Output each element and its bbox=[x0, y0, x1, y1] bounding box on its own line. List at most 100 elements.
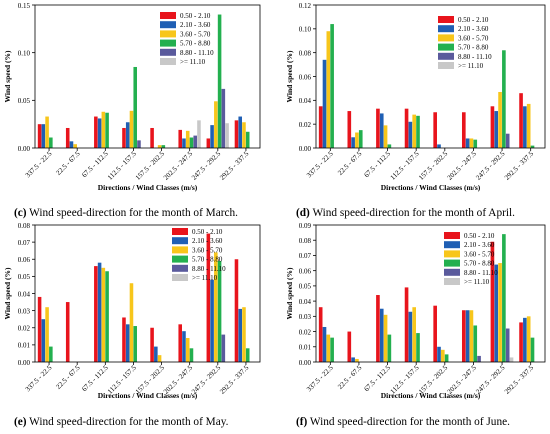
legend-swatch-f-4 bbox=[444, 268, 460, 276]
bar-d-s0-c7 bbox=[519, 93, 523, 148]
legend-label-e-0: 0.50 - 2.10 bbox=[192, 228, 223, 236]
legend-swatch-d-1 bbox=[438, 25, 454, 33]
legend-f: 0.50 - 2.102.10 - 3.603.60 - 5.70 5.70 - … bbox=[444, 232, 498, 286]
caption-d: (d) Wind speed-direction for the month o… bbox=[296, 207, 515, 219]
bar-e-s2-c2 bbox=[101, 267, 106, 362]
ytick-label-c-2: 0.10 bbox=[18, 49, 31, 57]
bar-f-s1-c6 bbox=[494, 264, 499, 362]
ytick-label-e-4: 0.04 bbox=[18, 290, 31, 298]
bar-d-s0-c1 bbox=[347, 111, 352, 148]
bar-c-s3-c3 bbox=[133, 66, 137, 148]
bar-c-s2-c7 bbox=[242, 122, 246, 148]
ytick-label-e-5: 0.05 bbox=[18, 273, 31, 281]
bar-f-s0-c1 bbox=[347, 331, 352, 362]
ytick-label-e-0: 0.00 bbox=[18, 359, 31, 367]
bar-f-s4-c6 bbox=[505, 328, 510, 362]
bar-e-s1-c6 bbox=[210, 279, 214, 362]
bar-e-s0-c6 bbox=[206, 233, 211, 362]
bar-f-s1-c2 bbox=[379, 308, 384, 362]
legend-swatch-f-5 bbox=[444, 278, 460, 285]
legend-swatch-e-3 bbox=[172, 255, 188, 263]
legend-e: 0.50 - 2.102.10 - 3.603.60 - 5.70 5.70 - … bbox=[172, 228, 226, 282]
bar-c-s0-c4 bbox=[150, 127, 154, 148]
bar-f-s2-c3 bbox=[412, 307, 416, 362]
bar-c-s0-c6 bbox=[206, 138, 211, 148]
ytick-label-f-8: 0.08 bbox=[299, 237, 312, 245]
bar-e-s1-c3 bbox=[125, 324, 130, 362]
bar-c-s3-c2 bbox=[105, 112, 109, 148]
bar-e-s0-c0 bbox=[37, 296, 42, 362]
bar-c-s3-c5 bbox=[189, 137, 194, 148]
bar-e-s2-c6 bbox=[214, 252, 218, 362]
caption-d-text: Wind speed-direction for the month of Ap… bbox=[312, 207, 515, 219]
bar-f-s3-c4 bbox=[444, 354, 449, 362]
ytick-label-f-9: 0.09 bbox=[299, 222, 312, 230]
legend-label-f-0: 0.50 - 2.10 bbox=[464, 232, 495, 240]
bar-d-s1-c5 bbox=[465, 138, 470, 148]
legend-swatch-d-0 bbox=[438, 16, 454, 23]
legend-swatch-d-5 bbox=[438, 62, 454, 69]
bar-f-s3-c5 bbox=[473, 325, 478, 362]
bar-f-s1-c3 bbox=[408, 311, 413, 362]
xtick-label-d-7: 292.5 - 337.5 bbox=[503, 149, 535, 181]
bar-c-s5-c6 bbox=[225, 123, 229, 148]
bar-e-s3-c6 bbox=[217, 260, 222, 362]
legend-label-f-4: 8.80 - 11.10 bbox=[464, 269, 498, 277]
bar-f-s1-c5 bbox=[465, 310, 470, 362]
legend-label-e-5: >= 11.10 bbox=[192, 274, 218, 282]
bar-c-s2-c1 bbox=[73, 144, 77, 148]
bar-f-s4-c5 bbox=[477, 355, 481, 362]
ylabel-d: Wind speed (%) bbox=[285, 50, 294, 102]
bar-f-s5-c6 bbox=[509, 357, 514, 362]
bar-d-s2-c3 bbox=[412, 114, 416, 148]
legend-label-c-3: 5.70 - 8.80 bbox=[180, 40, 211, 48]
ytick-label-d-1: 0.02 bbox=[299, 121, 312, 129]
bar-d-s3-c1 bbox=[358, 130, 363, 149]
bar-c-s5-c5 bbox=[197, 120, 201, 148]
legend-swatch-c-3 bbox=[160, 39, 176, 47]
xtick-label-e-2: 67.5 - 112.5 bbox=[80, 363, 110, 393]
bar-f-s3-c2 bbox=[387, 334, 392, 362]
xtick-label-f-2: 67.5 - 112.5 bbox=[363, 363, 393, 393]
bar-c-s1-c3 bbox=[125, 122, 130, 148]
caption-f-text: Wind speed-direction for the month of Ju… bbox=[309, 416, 510, 428]
legend-label-d-1: 2.10 - 3.60 bbox=[458, 25, 489, 33]
legend-label-d-0: 0.50 - 2.10 bbox=[458, 16, 489, 24]
bar-e-s0-c2 bbox=[94, 266, 98, 362]
ytick-label-d-5: 0.10 bbox=[299, 26, 312, 34]
bar-d-s2-c6 bbox=[498, 91, 502, 148]
legend-label-f-3: 5.70 - 8.80 bbox=[464, 260, 495, 268]
bar-c-s0-c7 bbox=[234, 120, 239, 148]
legend-swatch-c-5 bbox=[160, 58, 176, 65]
bar-d-s3-c5 bbox=[473, 139, 478, 148]
bar-d-s3-c6 bbox=[502, 50, 506, 148]
legend-swatch-d-2 bbox=[438, 34, 454, 42]
ytick-label-d-6: 0.12 bbox=[299, 2, 312, 10]
bar-d-s0-c0 bbox=[318, 106, 323, 148]
bar-c-s0-c3 bbox=[122, 127, 126, 148]
legend-label-d-5: >= 11.10 bbox=[458, 62, 484, 70]
caption-e-label: (e) bbox=[14, 416, 27, 428]
ytick-label-f-0: 0.00 bbox=[299, 359, 312, 367]
ytick-label-f-6: 0.06 bbox=[299, 267, 312, 275]
xtick-label-d-0: 337.5 - 22.5 bbox=[305, 149, 335, 179]
bar-f-s3-c0 bbox=[330, 337, 334, 362]
bar-f-s2-c4 bbox=[441, 349, 445, 362]
plot-frame-f bbox=[315, 224, 546, 363]
bar-d-s2-c7 bbox=[526, 103, 531, 148]
bar-f-s0-c7 bbox=[519, 322, 523, 362]
bar-e-s2-c0 bbox=[45, 307, 49, 362]
bar-d-s2-c2 bbox=[383, 125, 388, 148]
bar-c-s2-c3 bbox=[129, 110, 134, 148]
legend-label-e-3: 5.70 - 8.80 bbox=[192, 256, 223, 264]
bar-d-s0-c5 bbox=[461, 112, 466, 148]
ytick-label-d-0: 0.00 bbox=[299, 145, 312, 153]
bar-c-s2-c6 bbox=[214, 101, 218, 148]
caption-c: (c) Wind speed-direction for the month o… bbox=[14, 207, 238, 219]
bar-d-s2-c1 bbox=[355, 132, 359, 148]
bar-c-s2-c0 bbox=[45, 116, 49, 148]
bar-d-s1-c4 bbox=[437, 144, 441, 148]
bar-e-s3-c5 bbox=[189, 348, 194, 362]
bar-f-s2-c2 bbox=[383, 314, 388, 362]
